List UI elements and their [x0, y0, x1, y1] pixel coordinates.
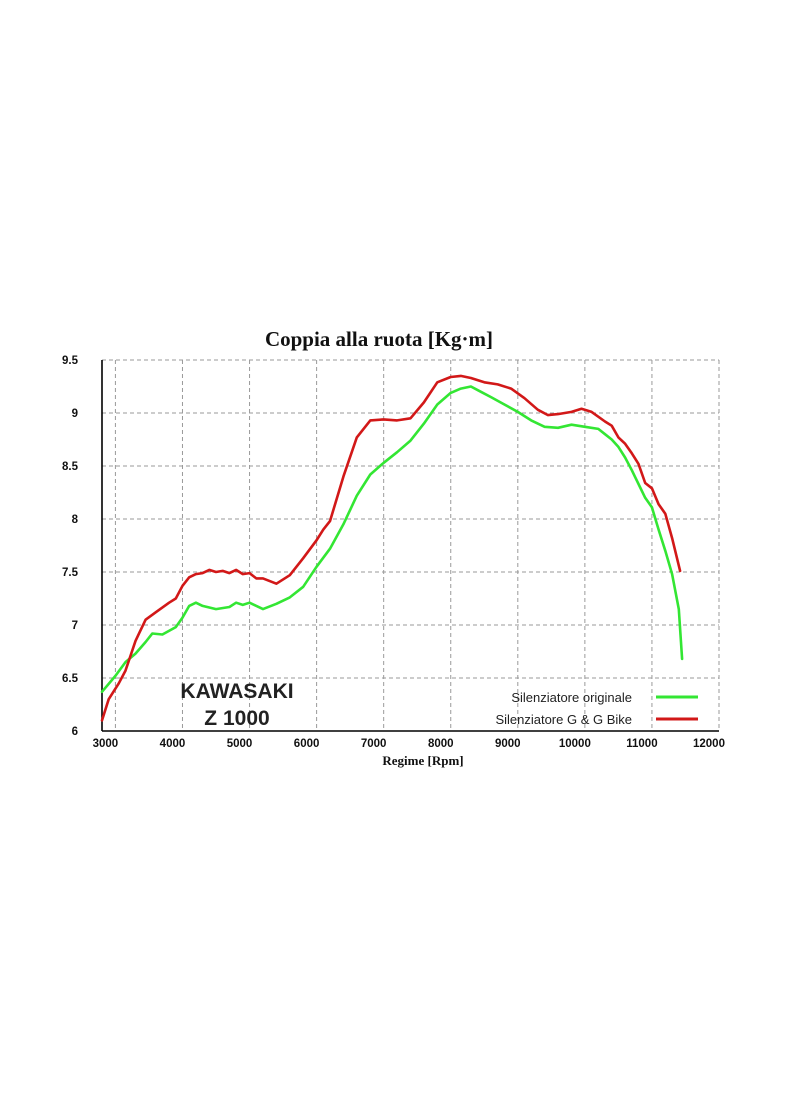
y-tick-label: 9 — [72, 408, 78, 420]
x-tick-label: 8000 — [428, 738, 454, 750]
x-tick-label: 12000 — [693, 738, 725, 750]
x-tick-label: 4000 — [160, 738, 186, 750]
legend-label-1: Silenziatore originale — [511, 690, 632, 705]
y-tick-label: 6 — [72, 726, 78, 738]
x-tick-labels: 3000 4000 5000 6000 7000 8000 9000 10000 11000 12… — [93, 738, 725, 750]
y-tick-label: 8 — [72, 514, 79, 526]
x-tick-label: 11000 — [626, 738, 657, 750]
y-tick-labels: 6 6.5 7 7.5 8 8.5 9 9.5 — [62, 355, 79, 738]
annotation-model: Z 1000 — [204, 707, 269, 730]
y-tick-label: 7.5 — [62, 567, 79, 579]
y-tick-label: 8.5 — [62, 461, 79, 473]
x-tick-label: 10000 — [559, 738, 591, 750]
chart-title: Coppia alla ruota [Kg·m] — [265, 327, 493, 351]
legend-label-2: Silenziatore G & G Bike — [495, 712, 632, 727]
series-line-1 — [100, 385, 684, 694]
series-line-2 — [100, 374, 682, 722]
x-tick-label: 7000 — [361, 738, 387, 750]
x-tick-label: 6000 — [294, 738, 320, 750]
y-tick-label: 7 — [72, 620, 78, 632]
axes — [101, 360, 719, 732]
x-tick-label: 5000 — [227, 738, 253, 750]
x-tick-label: 9000 — [495, 738, 521, 750]
x-tick-label: 3000 — [93, 738, 119, 750]
y-tick-label: 9.5 — [62, 355, 79, 367]
annotation-brand: KAWASAKI — [180, 680, 293, 703]
grid — [102, 359, 720, 731]
series-lines — [100, 374, 684, 722]
y-tick-label: 6.5 — [62, 673, 79, 685]
x-axis-label: Regime [Rpm] — [382, 753, 463, 768]
legend: Silenziatore originale Silenziatore G & G… — [495, 690, 698, 727]
